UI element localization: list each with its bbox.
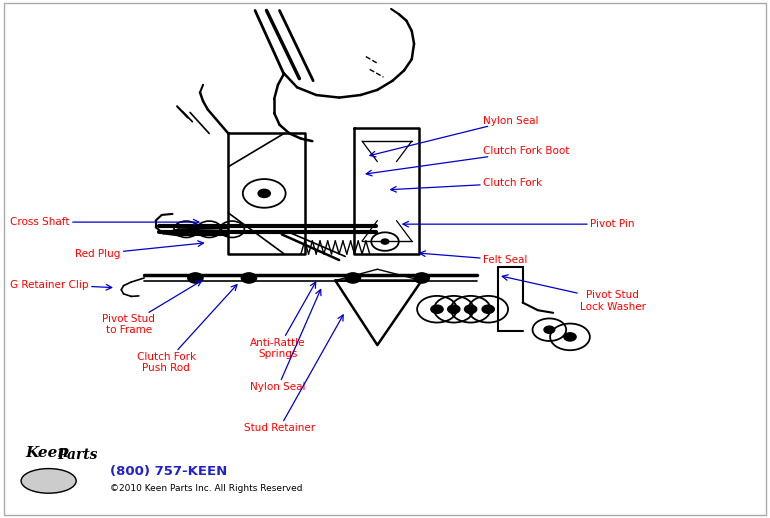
Text: Red Plug: Red Plug xyxy=(75,241,203,259)
Ellipse shape xyxy=(21,469,76,493)
Text: Cross Shaft: Cross Shaft xyxy=(11,217,199,227)
Text: Nylon Seal: Nylon Seal xyxy=(250,290,321,392)
Text: Pivot Pin: Pivot Pin xyxy=(403,219,634,229)
Text: ©2010 Keen Parts Inc. All Rights Reserved: ©2010 Keen Parts Inc. All Rights Reserve… xyxy=(110,484,303,493)
Text: Pivot Stud
to Frame: Pivot Stud to Frame xyxy=(102,281,202,335)
Text: Felt Seal: Felt Seal xyxy=(420,251,527,265)
Text: Clutch Fork
Push Rod: Clutch Fork Push Rod xyxy=(136,284,237,373)
Text: G Retainer Clip: G Retainer Clip xyxy=(11,280,112,290)
Text: Clutch Fork: Clutch Fork xyxy=(390,178,542,192)
Circle shape xyxy=(447,305,460,313)
Circle shape xyxy=(544,326,554,333)
Circle shape xyxy=(431,305,443,313)
Circle shape xyxy=(464,305,477,313)
Text: Parts: Parts xyxy=(58,448,99,462)
Text: Stud Retainer: Stud Retainer xyxy=(244,315,343,433)
Text: Pivot Stud
Lock Washer: Pivot Stud Lock Washer xyxy=(502,275,646,312)
Circle shape xyxy=(345,273,360,283)
Circle shape xyxy=(188,273,203,283)
Text: (800) 757-KEEN: (800) 757-KEEN xyxy=(110,465,227,478)
Text: Keen: Keen xyxy=(25,445,69,459)
Text: Nylon Seal: Nylon Seal xyxy=(370,116,538,157)
Circle shape xyxy=(414,273,430,283)
Circle shape xyxy=(241,273,256,283)
Circle shape xyxy=(564,333,576,341)
Circle shape xyxy=(258,189,270,197)
Text: Clutch Fork Boot: Clutch Fork Boot xyxy=(367,147,569,176)
Text: Anti-Rattle
Springs: Anti-Rattle Springs xyxy=(250,282,316,359)
Circle shape xyxy=(482,305,494,313)
Circle shape xyxy=(381,239,389,244)
